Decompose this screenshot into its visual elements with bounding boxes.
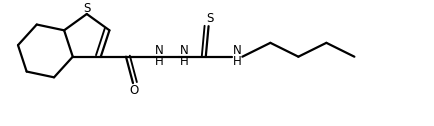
Text: N: N bbox=[233, 44, 242, 57]
Text: H: H bbox=[180, 55, 188, 68]
Text: N: N bbox=[180, 44, 188, 57]
Text: S: S bbox=[83, 2, 90, 14]
Text: N: N bbox=[155, 44, 163, 57]
Text: H: H bbox=[233, 55, 242, 68]
Text: S: S bbox=[206, 12, 213, 25]
Text: H: H bbox=[155, 55, 163, 68]
Text: O: O bbox=[129, 85, 138, 98]
